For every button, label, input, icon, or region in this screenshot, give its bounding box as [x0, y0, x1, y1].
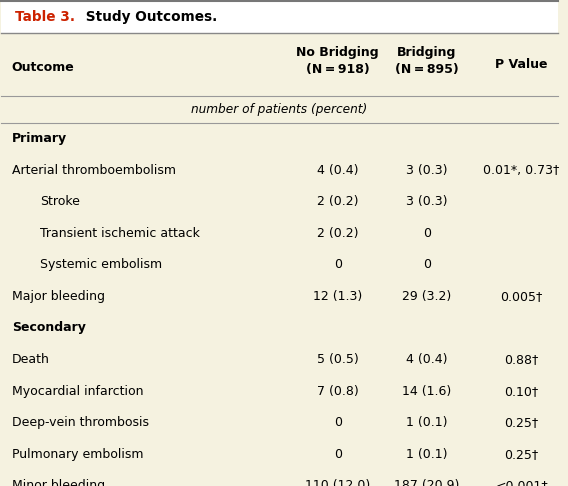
Text: 4 (0.4): 4 (0.4): [317, 164, 358, 176]
Text: Myocardial infarction: Myocardial infarction: [12, 384, 143, 398]
Text: Bridging
(N = 895): Bridging (N = 895): [395, 46, 459, 76]
Text: 0.88†: 0.88†: [504, 353, 538, 366]
Text: 0: 0: [423, 259, 431, 271]
Text: 110 (12.0): 110 (12.0): [305, 479, 370, 486]
Text: Primary: Primary: [12, 132, 67, 145]
Text: 0: 0: [334, 416, 342, 429]
Text: <0.001†: <0.001†: [495, 479, 548, 486]
Text: 187 (20.9): 187 (20.9): [394, 479, 460, 486]
Text: 7 (0.8): 7 (0.8): [317, 384, 358, 398]
Text: 12 (1.3): 12 (1.3): [313, 290, 362, 303]
Text: Transient ischemic attack: Transient ischemic attack: [40, 227, 199, 240]
Text: 2 (0.2): 2 (0.2): [317, 227, 358, 240]
Text: 0: 0: [334, 259, 342, 271]
Text: No Bridging
(N = 918): No Bridging (N = 918): [296, 46, 379, 76]
Text: 1 (0.1): 1 (0.1): [406, 448, 448, 461]
Text: Death: Death: [12, 353, 50, 366]
Text: Systemic embolism: Systemic embolism: [40, 259, 162, 271]
FancyBboxPatch shape: [1, 0, 558, 33]
Text: 0: 0: [334, 448, 342, 461]
Text: Pulmonary embolism: Pulmonary embolism: [12, 448, 143, 461]
Text: Arterial thromboembolism: Arterial thromboembolism: [12, 164, 176, 176]
Text: number of patients (percent): number of patients (percent): [191, 103, 367, 116]
Text: Outcome: Outcome: [12, 61, 74, 74]
Text: Deep-vein thrombosis: Deep-vein thrombosis: [12, 416, 149, 429]
Text: 3 (0.3): 3 (0.3): [406, 195, 448, 208]
Text: Stroke: Stroke: [40, 195, 80, 208]
Text: P Value: P Value: [495, 58, 548, 71]
Text: 4 (0.4): 4 (0.4): [406, 353, 448, 366]
Text: Major bleeding: Major bleeding: [12, 290, 105, 303]
Text: 0: 0: [423, 227, 431, 240]
Text: Minor bleeding: Minor bleeding: [12, 479, 105, 486]
Text: 0.10†: 0.10†: [504, 384, 538, 398]
Text: 29 (3.2): 29 (3.2): [402, 290, 452, 303]
Text: Table 3.: Table 3.: [15, 10, 74, 24]
Text: 0.25†: 0.25†: [504, 448, 538, 461]
Text: 0.01*, 0.73†: 0.01*, 0.73†: [483, 164, 559, 176]
Text: 0.25†: 0.25†: [504, 416, 538, 429]
Text: 3 (0.3): 3 (0.3): [406, 164, 448, 176]
Text: Secondary: Secondary: [12, 322, 86, 334]
Text: 14 (1.6): 14 (1.6): [402, 384, 452, 398]
Text: 2 (0.2): 2 (0.2): [317, 195, 358, 208]
Text: Study Outcomes.: Study Outcomes.: [81, 10, 218, 24]
Text: 0.005†: 0.005†: [500, 290, 542, 303]
Text: 5 (0.5): 5 (0.5): [317, 353, 358, 366]
Text: 1 (0.1): 1 (0.1): [406, 416, 448, 429]
